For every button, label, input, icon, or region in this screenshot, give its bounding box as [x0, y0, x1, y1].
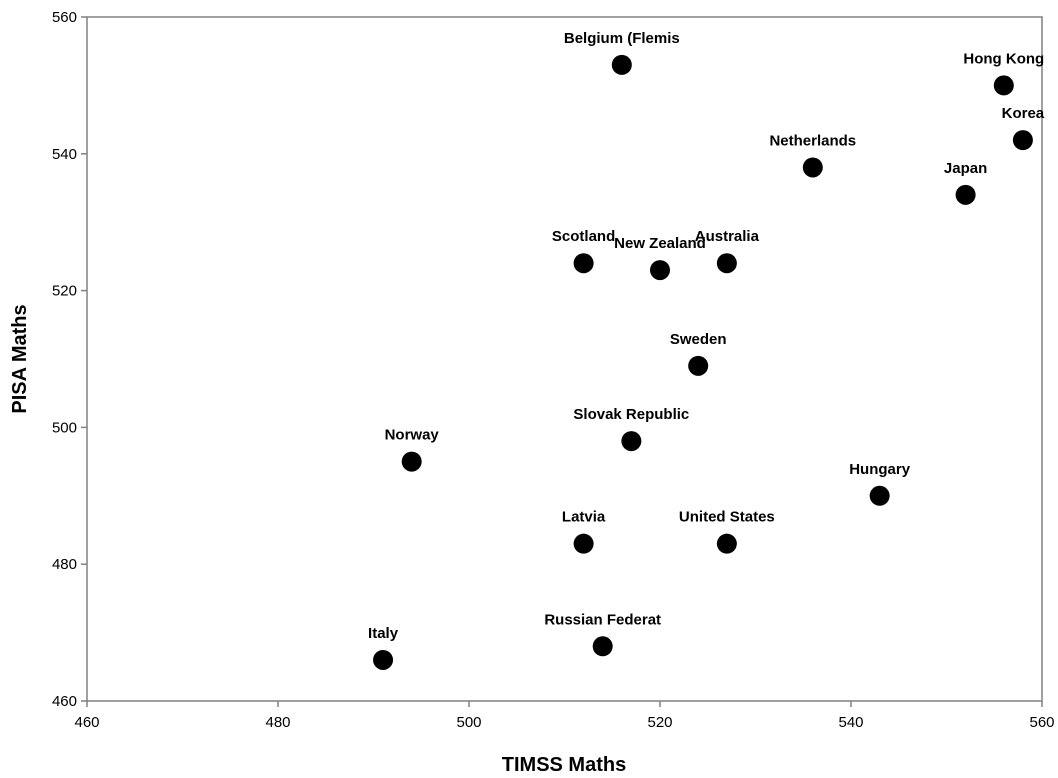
x-axis: 460 480 500 520 540 560: [74, 701, 1055, 731]
data-label: Belgium (Flemis: [564, 30, 680, 47]
data-point: [955, 184, 976, 205]
data-label: Scotland: [552, 228, 615, 245]
data-label: Australia: [695, 228, 760, 245]
y-tick-label: 560: [52, 9, 77, 26]
x-tick-label: 480: [265, 714, 290, 731]
plot-area: [86, 16, 1043, 702]
data-point: [573, 253, 594, 274]
data-label: Norway: [385, 427, 440, 444]
data-point: [611, 54, 632, 75]
data-label: Korea: [1002, 105, 1045, 122]
data-point: [802, 157, 823, 178]
data-point: [650, 260, 670, 281]
x-tick-label: 500: [456, 714, 481, 731]
y-tick-label: 480: [52, 556, 77, 573]
data-label: Russian Federat: [544, 611, 661, 628]
data-point: [621, 431, 642, 452]
data-label: Latvia: [562, 509, 606, 526]
x-axis-title: TIMSS Maths: [502, 754, 626, 776]
y-tick-label: 520: [52, 283, 77, 300]
y-tick-label: 500: [52, 419, 77, 436]
x-tick-label: 520: [647, 714, 672, 731]
x-tick-label: 560: [1029, 714, 1054, 731]
y-tick-label: 460: [52, 693, 77, 710]
data-label: Japan: [944, 160, 987, 177]
data-point: [716, 533, 737, 554]
data-point: [993, 75, 1014, 96]
y-axis-title: PISA Maths: [9, 304, 31, 413]
data-points: [373, 54, 1033, 670]
data-point: [869, 485, 890, 506]
data-point: [573, 533, 594, 554]
data-point: [373, 649, 394, 670]
data-label: Sweden: [670, 331, 727, 348]
data-point: [716, 253, 737, 274]
data-label: Netherlands: [769, 132, 856, 149]
data-point: [592, 636, 613, 657]
data-label: United States: [679, 509, 775, 526]
data-point: [401, 451, 422, 472]
x-tick-label: 460: [74, 714, 99, 731]
data-label: New Zealand: [614, 235, 706, 252]
data-label: Hong Kong: [963, 50, 1044, 67]
data-label: Italy: [368, 625, 399, 642]
data-label: Hungary: [849, 461, 911, 478]
y-tick-label: 540: [52, 146, 77, 163]
y-axis: 460 480 500 520 540 560: [52, 9, 87, 710]
data-label: Slovak Republic: [573, 406, 689, 423]
data-point: [1012, 130, 1033, 151]
data-labels: Belgium (Flemis Hong Kong Korea Netherlands…: [368, 30, 1045, 642]
x-tick-label: 540: [838, 714, 863, 731]
data-point: [688, 355, 709, 376]
